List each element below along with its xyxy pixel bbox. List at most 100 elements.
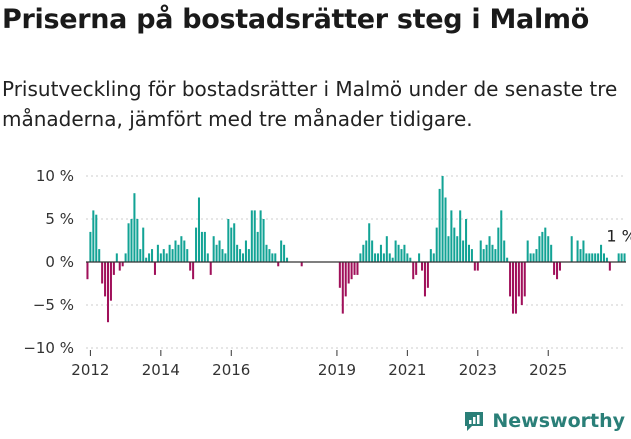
bar bbox=[124, 253, 127, 262]
bar bbox=[118, 262, 121, 271]
bar bbox=[145, 257, 148, 262]
bar bbox=[465, 219, 468, 262]
x-axis: 2012 2014 2016 2019 2021 2023 2025 bbox=[71, 350, 567, 379]
y-tick-label: 0 % bbox=[45, 253, 74, 271]
bar bbox=[256, 231, 259, 262]
bar bbox=[353, 262, 356, 275]
bar bbox=[582, 240, 585, 262]
bar bbox=[429, 249, 432, 262]
bar bbox=[541, 231, 544, 262]
bar bbox=[617, 253, 620, 262]
bar bbox=[374, 253, 377, 262]
bar bbox=[218, 240, 221, 262]
bar bbox=[283, 244, 286, 262]
bar bbox=[556, 262, 559, 280]
bar bbox=[447, 236, 450, 262]
bars bbox=[86, 176, 626, 323]
bar bbox=[482, 249, 485, 262]
bar bbox=[511, 262, 515, 314]
bar bbox=[265, 244, 268, 262]
bar bbox=[456, 236, 459, 262]
bar bbox=[259, 210, 262, 262]
bar bbox=[221, 249, 224, 262]
bar bbox=[594, 253, 597, 262]
bar bbox=[195, 227, 198, 262]
bar bbox=[371, 240, 374, 262]
bar bbox=[347, 262, 350, 284]
bar bbox=[253, 210, 256, 262]
bar bbox=[244, 240, 247, 262]
bar bbox=[247, 249, 250, 262]
bar bbox=[444, 197, 447, 262]
bar bbox=[268, 249, 271, 262]
bar bbox=[409, 257, 412, 262]
bar bbox=[435, 227, 438, 262]
bar bbox=[547, 236, 550, 262]
bar bbox=[239, 249, 242, 262]
bar bbox=[156, 244, 159, 262]
bar bbox=[115, 253, 118, 262]
bar bbox=[165, 253, 168, 262]
bar bbox=[200, 231, 203, 262]
bar bbox=[503, 240, 506, 262]
bar bbox=[509, 262, 512, 297]
chart-subtitle: Prisutveckling för bostadsrätter i Malmö… bbox=[2, 77, 618, 131]
bar bbox=[591, 253, 594, 262]
bar bbox=[168, 244, 171, 262]
bar bbox=[476, 262, 479, 271]
bar bbox=[391, 257, 394, 262]
x-tick-label: 2025 bbox=[529, 361, 567, 379]
bar bbox=[300, 262, 303, 267]
bar bbox=[350, 262, 353, 280]
bar bbox=[280, 240, 283, 262]
bar bbox=[473, 262, 476, 271]
bar bbox=[421, 262, 424, 271]
bar bbox=[532, 253, 535, 262]
bar bbox=[497, 227, 500, 262]
bar bbox=[470, 249, 473, 262]
bar bbox=[388, 253, 391, 262]
bar bbox=[529, 253, 532, 262]
bar bbox=[180, 236, 183, 262]
bar bbox=[576, 240, 579, 262]
bar bbox=[359, 253, 362, 262]
bar bbox=[274, 253, 277, 262]
bar-chart: 10 % 5 % 0 % −5 % −10 % 2012 2014 2016 2019 2021… bbox=[23, 167, 631, 379]
bar bbox=[535, 249, 538, 262]
bar bbox=[142, 227, 145, 262]
chart-title: Priserna på bostadsrätter steg i Malmö bbox=[2, 4, 589, 35]
bar bbox=[236, 244, 239, 262]
bar bbox=[171, 249, 174, 262]
x-tick-label: 2016 bbox=[212, 361, 250, 379]
bar bbox=[585, 253, 588, 262]
newsworthy-logo-icon bbox=[465, 412, 484, 431]
x-tick-label: 2023 bbox=[459, 361, 497, 379]
bar bbox=[186, 249, 189, 262]
bar bbox=[450, 210, 453, 262]
bar bbox=[620, 253, 623, 262]
bar bbox=[215, 244, 218, 262]
bar bbox=[538, 236, 541, 262]
y-tick-label: 10 % bbox=[36, 167, 74, 185]
bar bbox=[485, 244, 488, 262]
bar bbox=[101, 262, 104, 284]
bar bbox=[394, 240, 397, 262]
bar bbox=[423, 262, 426, 297]
gridlines bbox=[86, 175, 626, 349]
bar bbox=[344, 262, 347, 297]
bar bbox=[403, 244, 406, 262]
bar bbox=[491, 244, 494, 262]
x-tick-label: 2012 bbox=[71, 361, 109, 379]
bar bbox=[177, 244, 180, 262]
bar bbox=[602, 253, 605, 262]
bar bbox=[523, 262, 526, 297]
bar bbox=[262, 219, 265, 262]
bar bbox=[112, 262, 115, 275]
bar bbox=[192, 262, 195, 280]
bar bbox=[544, 227, 547, 262]
bar bbox=[203, 231, 206, 262]
bar bbox=[139, 249, 142, 262]
bar bbox=[623, 253, 626, 262]
bar bbox=[174, 240, 177, 262]
bar bbox=[109, 262, 112, 301]
